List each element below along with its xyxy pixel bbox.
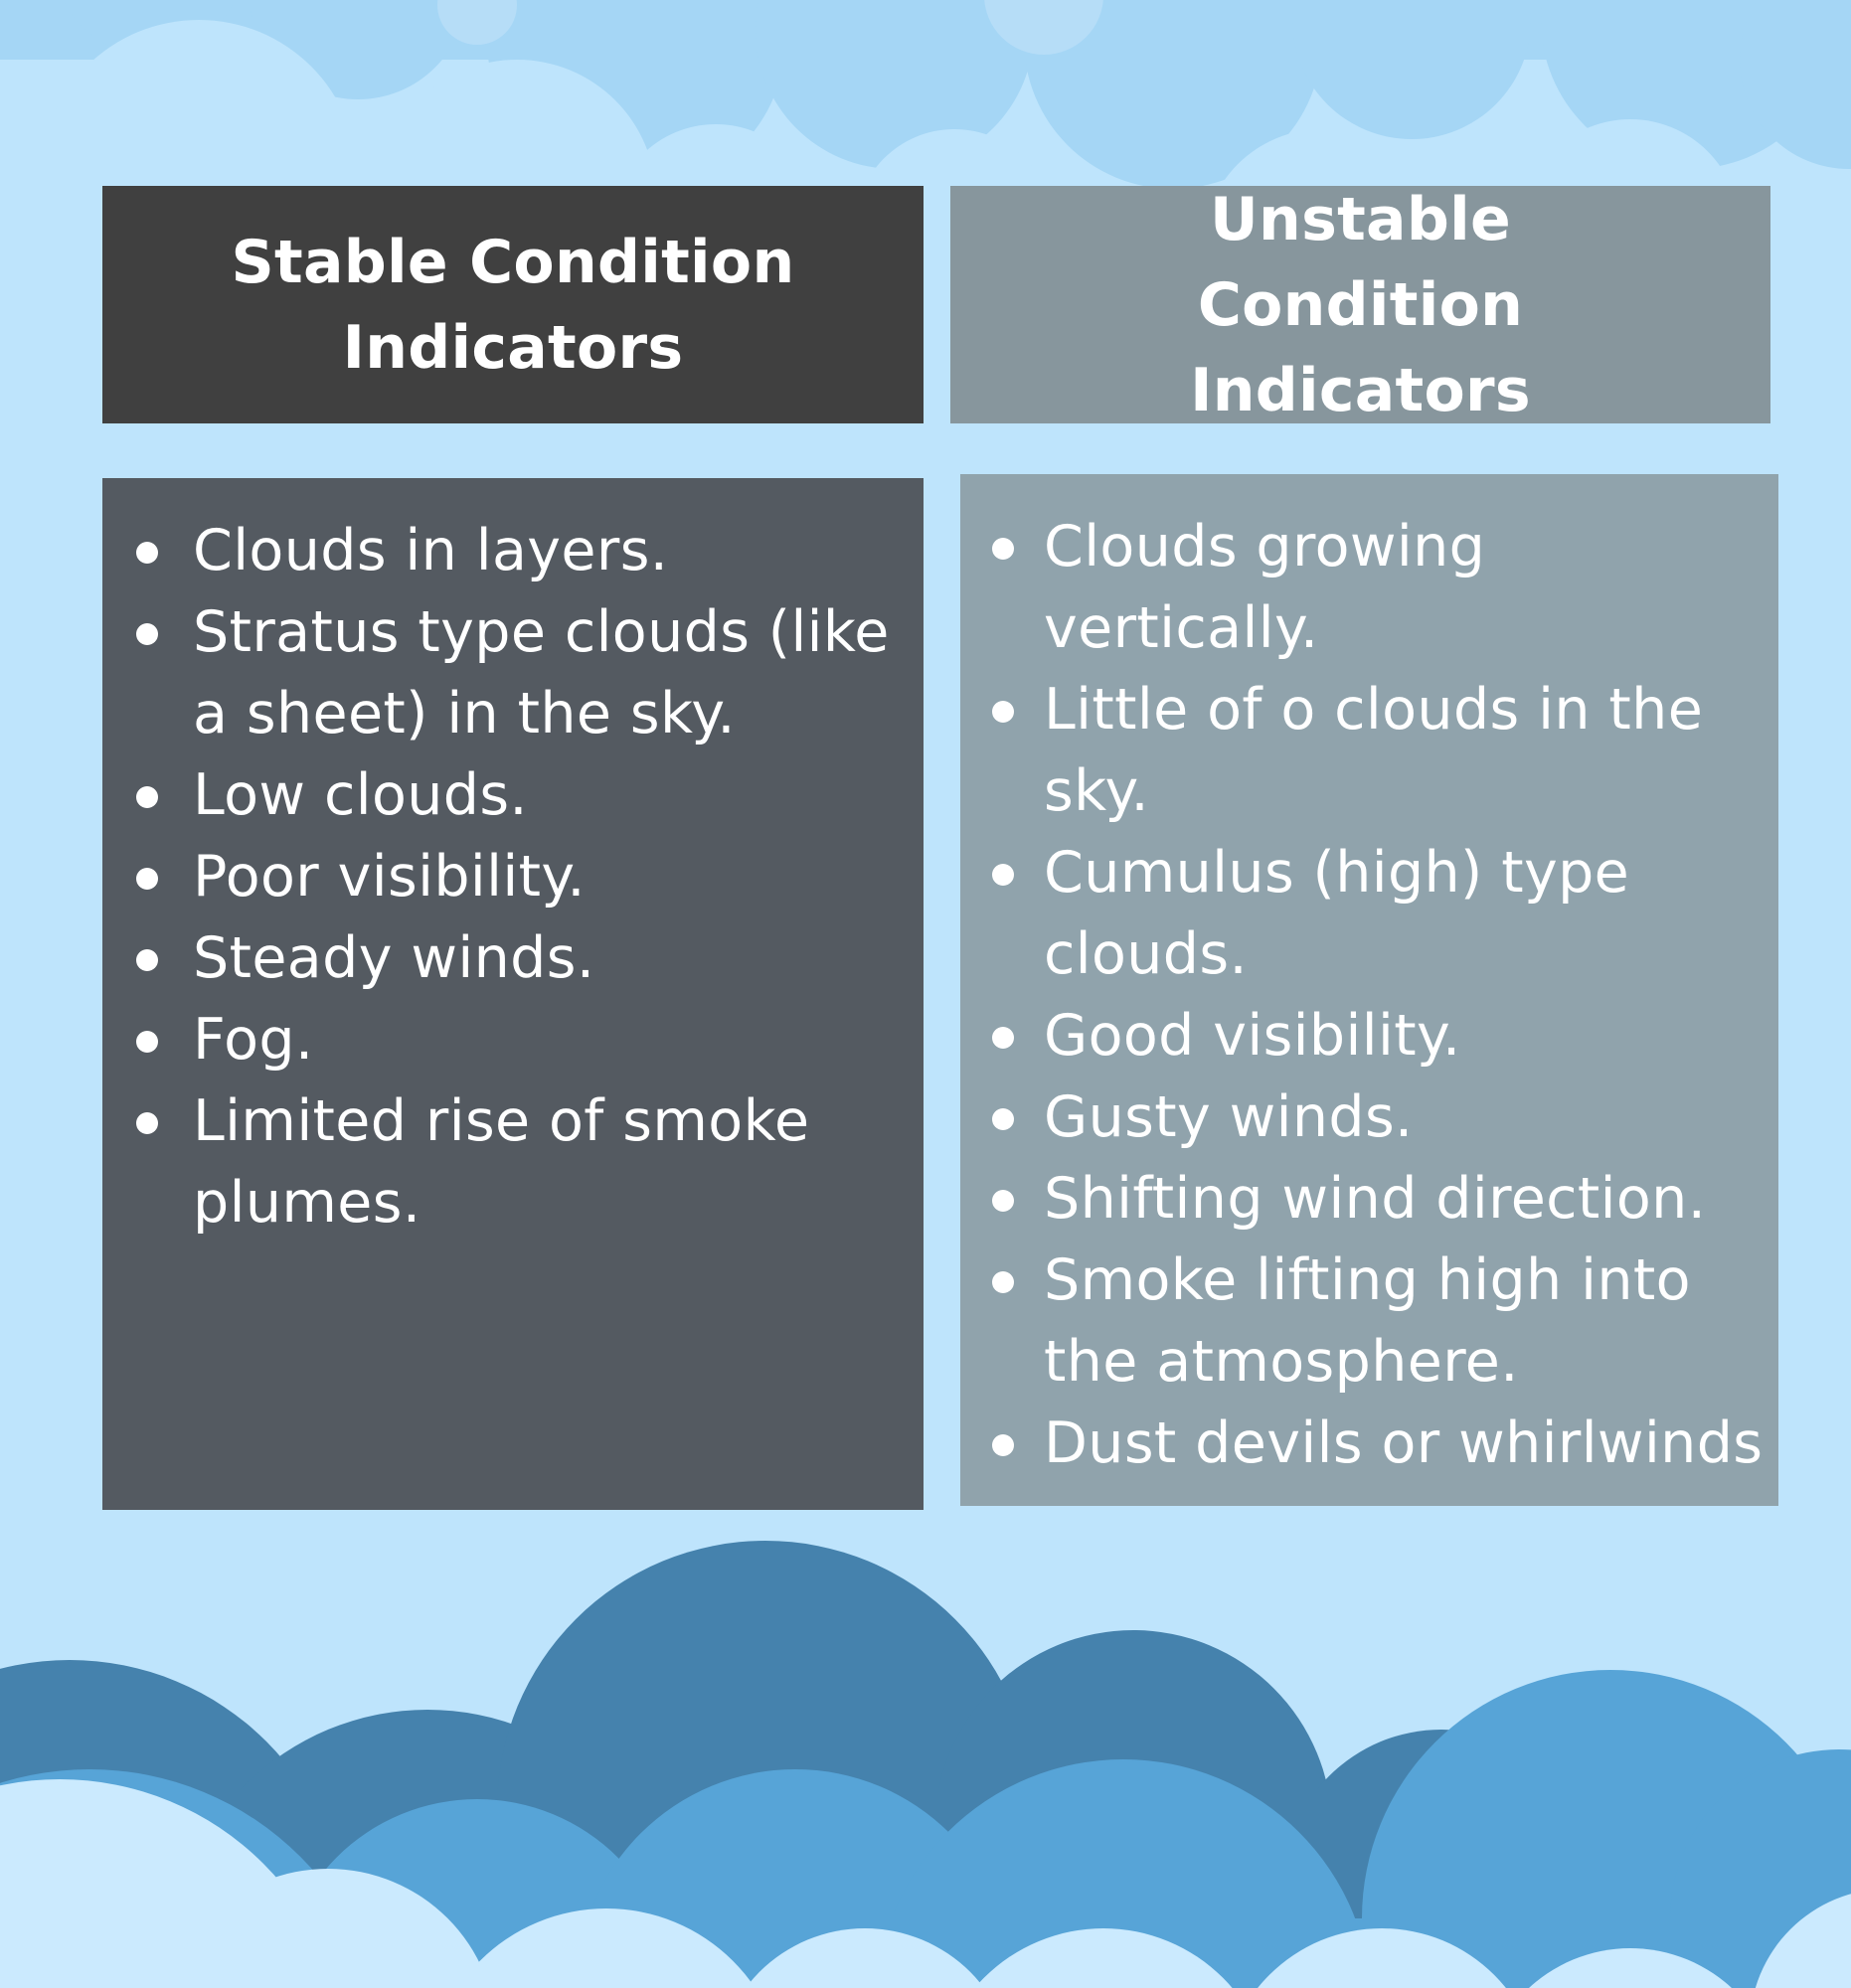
list-item: Smoke lifting high into the atmosphere. — [960, 1240, 1778, 1403]
stable-header: Stable Condition Indicators — [102, 186, 924, 423]
list-item-text: Steady winds. — [193, 925, 595, 991]
list-item-text: Clouds growing vertically. — [1044, 514, 1486, 661]
stable-panel: Clouds in layers. Stratus type clouds (l… — [102, 478, 924, 1510]
list-item: Clouds in layers. — [102, 510, 924, 591]
list-item: Cumulus (high) type clouds. — [960, 832, 1778, 995]
list-item: Gusty winds. — [960, 1077, 1778, 1158]
stable-title: Stable Condition Indicators — [231, 227, 795, 383]
list-item: Dust devils or whirlwinds — [960, 1403, 1778, 1484]
bullet-icon — [992, 1271, 1014, 1293]
bullet-icon — [992, 864, 1014, 886]
list-item: Fog. — [102, 999, 924, 1080]
bullet-icon — [992, 1108, 1014, 1130]
bullet-icon — [992, 1190, 1014, 1212]
list-item-text: Smoke lifting high into the atmosphere. — [1044, 1247, 1691, 1395]
bullet-icon — [136, 949, 158, 971]
list-item-text: Stratus type clouds (like a sheet) in th… — [193, 599, 890, 746]
list-item: Steady winds. — [102, 917, 924, 999]
list-item: Limited rise of smoke plumes. — [102, 1080, 924, 1243]
list-item-text: Cumulus (high) type clouds. — [1044, 840, 1630, 987]
list-item-text: Low clouds. — [193, 762, 528, 828]
list-item: Little of o clouds in the sky. — [960, 669, 1778, 832]
unstable-title: Unstable Condition Indicators — [1190, 184, 1531, 425]
list-item-text: Poor visibility. — [193, 844, 586, 910]
stable-list: Clouds in layers. Stratus type clouds (l… — [102, 478, 924, 1243]
list-item: Shifting wind direction. — [960, 1158, 1778, 1240]
list-item-text: Fog. — [193, 1007, 314, 1073]
list-item-text: Gusty winds. — [1044, 1084, 1414, 1150]
bullet-icon — [992, 701, 1014, 723]
list-item-text: Shifting wind direction. — [1044, 1166, 1707, 1232]
unstable-header: Unstable Condition Indicators — [950, 185, 1770, 425]
list-item-text: Little of o clouds in the sky. — [1044, 677, 1704, 824]
unstable-list: Clouds growing vertically. Little of o c… — [960, 474, 1778, 1484]
bullet-icon — [992, 1434, 1014, 1456]
list-item-text: Clouds in layers. — [193, 518, 669, 583]
list-item: Low clouds. — [102, 754, 924, 836]
list-item-text: Limited rise of smoke plumes. — [193, 1088, 810, 1236]
bullet-icon — [136, 1031, 158, 1053]
bullet-icon — [136, 623, 158, 645]
bullet-icon — [136, 868, 158, 890]
list-item-text: Dust devils or whirlwinds — [1044, 1410, 1764, 1476]
bullet-icon — [136, 786, 158, 808]
list-item: Clouds growing vertically. — [960, 506, 1778, 669]
bullet-icon — [136, 1112, 158, 1134]
bullet-icon — [992, 538, 1014, 560]
list-item: Poor visibility. — [102, 836, 924, 917]
list-item: Good visibility. — [960, 995, 1778, 1077]
unstable-panel: Clouds growing vertically. Little of o c… — [960, 474, 1778, 1506]
bottom-clouds-light — [0, 1779, 1851, 1988]
list-item: Stratus type clouds (like a sheet) in th… — [102, 591, 924, 754]
bullet-icon — [992, 1027, 1014, 1049]
list-item-text: Good visibility. — [1044, 1003, 1461, 1069]
bullet-icon — [136, 542, 158, 564]
